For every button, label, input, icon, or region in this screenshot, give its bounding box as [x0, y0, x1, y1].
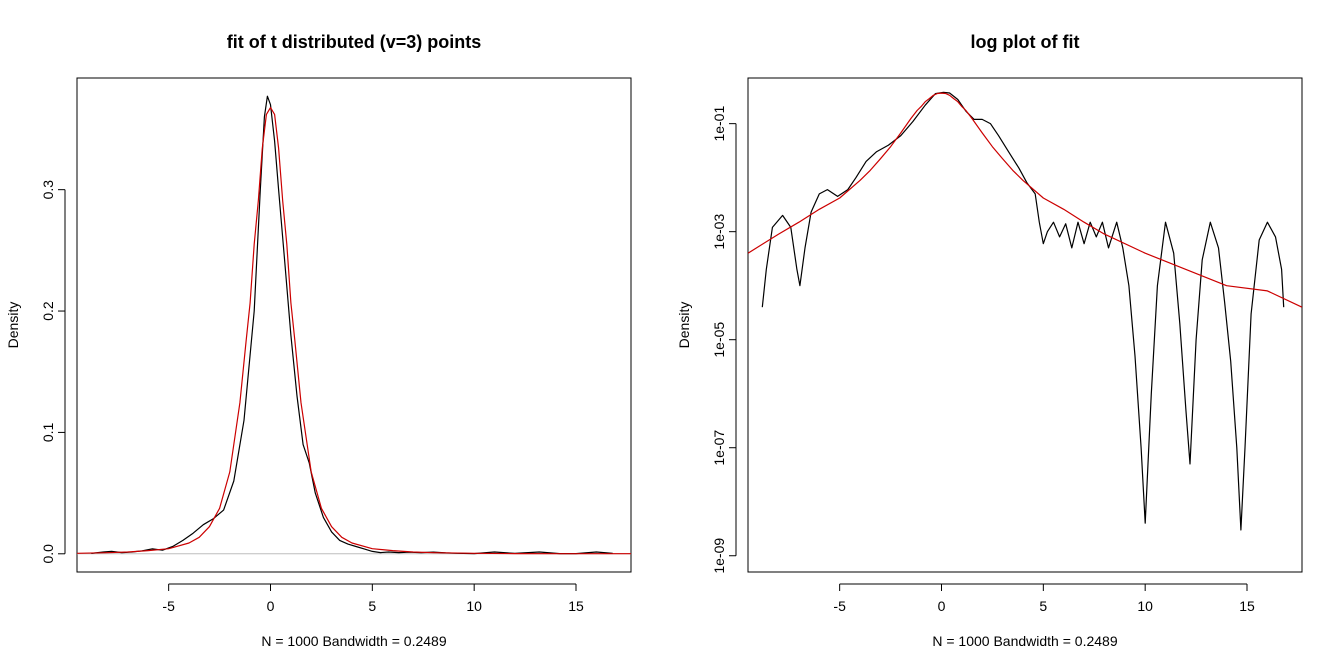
right-series-line-2 — [748, 92, 1302, 308]
right-x-axis: -5 0 5 10 15 — [833, 583, 1255, 614]
left-density-plot: fit of t distributed (v=3) points N = 10… — [5, 32, 632, 649]
right-y-tick-label: 1e-03 — [711, 214, 727, 250]
left-series-line-1 — [91, 95, 613, 555]
right-x-tick-label: 5 — [1039, 598, 1047, 614]
right-log-density-plot: log plot of fit N = 1000 Bandwidth = 0.2… — [676, 32, 1303, 649]
left-x-tick-label: 5 — [368, 598, 376, 614]
right-x-axis-label: N = 1000 Bandwidth = 0.2489 — [932, 633, 1117, 649]
right-y-tick-label: 1e-01 — [711, 106, 727, 142]
right-y-tick-label: 1e-09 — [711, 538, 727, 574]
left-y-axis: 0.0 0.1 0.2 0.3 — [40, 180, 66, 564]
left-series-line-2 — [77, 106, 631, 555]
left-x-tick-label: -5 — [162, 598, 175, 614]
left-plot-frame — [76, 77, 632, 573]
left-x-axis: -5 0 5 10 15 — [162, 583, 584, 614]
left-x-tick-label: 0 — [267, 598, 275, 614]
right-x-tick-label: 10 — [1137, 598, 1153, 614]
left-y-tick-label: 0.3 — [40, 180, 56, 200]
right-plot-frame — [747, 77, 1303, 573]
left-y-tick-label: 0.2 — [40, 301, 56, 321]
left-y-tick-label: 0.1 — [40, 422, 56, 442]
left-x-axis-label: N = 1000 Bandwidth = 0.2489 — [261, 633, 446, 649]
right-x-tick-label: 15 — [1239, 598, 1255, 614]
left-plot-title: fit of t distributed (v=3) points — [227, 32, 482, 52]
right-x-tick-label: 0 — [938, 598, 946, 614]
right-y-tick-label: 1e-07 — [711, 430, 727, 466]
right-series-line-1 — [761, 91, 1285, 531]
left-x-tick-label: 10 — [466, 598, 482, 614]
right-y-tick-label: 1e-05 — [711, 322, 727, 358]
left-y-tick-label: 0.0 — [40, 544, 56, 564]
right-x-tick-label: -5 — [833, 598, 846, 614]
right-y-axis: 1e-09 1e-07 1e-05 1e-03 1e-01 — [711, 106, 737, 574]
left-y-axis-label: Density — [5, 302, 21, 349]
left-x-tick-label: 15 — [568, 598, 584, 614]
right-plot-title: log plot of fit — [971, 32, 1080, 52]
right-y-axis-label: Density — [676, 302, 692, 349]
